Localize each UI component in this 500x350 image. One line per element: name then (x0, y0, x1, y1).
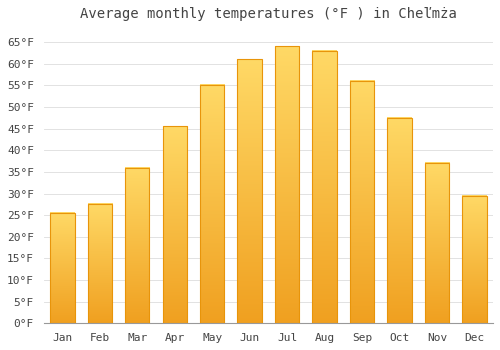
Bar (388, 118, 411, 323)
Bar (50, 213, 74, 323)
Bar (200, 85, 224, 323)
Bar (312, 51, 336, 323)
Bar (424, 163, 449, 323)
Bar (238, 60, 262, 323)
Bar (462, 196, 486, 323)
Bar (350, 81, 374, 323)
Bar (275, 46, 299, 323)
Title: Average monthly temperatures (°F ) in Cheľmża: Average monthly temperatures (°F ) in Ch… (80, 7, 457, 21)
Bar (88, 204, 112, 323)
Bar (162, 126, 187, 323)
Bar (125, 168, 150, 323)
